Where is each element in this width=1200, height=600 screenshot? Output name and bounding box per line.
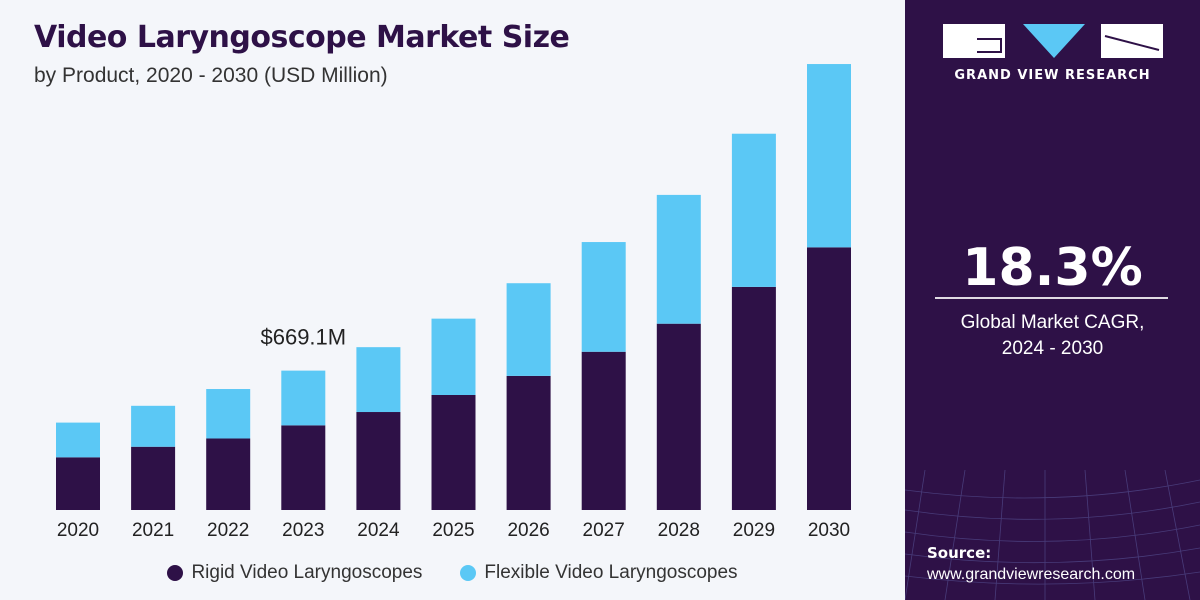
bar-flexible-2021 xyxy=(131,405,176,447)
bar-flexible-2029 xyxy=(731,133,776,287)
bar-rigid-2024 xyxy=(356,412,401,510)
legend-label-rigid: Rigid Video Laryngoscopes xyxy=(191,562,423,583)
bar-rigid-2027 xyxy=(581,351,626,510)
cagr-label: Global Market CAGR, 2024 - 2030 xyxy=(905,310,1200,362)
x-tick-label: 2022 xyxy=(207,520,249,541)
bar-flexible-2027 xyxy=(581,242,626,352)
bar-rigid-2028 xyxy=(656,323,701,510)
bar-flexible-2023 xyxy=(281,370,326,426)
x-tick-label: 2021 xyxy=(132,520,174,541)
bar-rigid-2030 xyxy=(807,247,851,510)
legend-swatch-rigid xyxy=(167,565,184,581)
bar-chart: 2020 2021 2022 2023 $669.1M 2024 2025 2026 2027 2… xyxy=(56,64,851,541)
logo-text: GRAND VIEW RESEARCH xyxy=(954,68,1151,83)
legend-item-rigid: Rigid Video Laryngoscopes xyxy=(167,562,422,584)
bar-flexible-2028 xyxy=(656,194,701,324)
chart-area: Video Laryngoscope Market Size by Produc… xyxy=(0,0,905,600)
chart-legend: Rigid Video Laryngoscopes Flexible Video… xyxy=(0,562,905,584)
bar-flexible-2030 xyxy=(807,64,851,248)
legend-item-flexible: Flexible Video Laryngoscopes xyxy=(460,562,738,584)
bar-rigid-2020 xyxy=(56,457,100,510)
cagr-label-line2: 2024 - 2030 xyxy=(1001,338,1104,359)
bar-flexible-2025 xyxy=(431,318,476,395)
legend-swatch-flexible xyxy=(460,565,477,581)
bar-rigid-2022 xyxy=(206,438,251,510)
info-panel: GRAND VIEW RESEARCH 18.3% Global Market … xyxy=(905,0,1200,600)
x-tick-label: 2023 xyxy=(282,520,324,541)
bar-rigid-2025 xyxy=(431,395,476,510)
x-tick-label: 2025 xyxy=(432,520,474,541)
bar-flexible-2024 xyxy=(356,347,401,413)
decorative-grid xyxy=(905,470,1200,600)
bar-rigid-2026 xyxy=(506,375,551,510)
bar-flexible-2022 xyxy=(206,389,251,439)
x-tick-label: 2030 xyxy=(808,520,850,541)
chart-subtitle: by Product, 2020 - 2030 (USD Million) xyxy=(34,64,388,87)
bar-rigid-2021 xyxy=(131,446,176,510)
x-tick-label: 2027 xyxy=(583,520,625,541)
cagr-label-line1: Global Market CAGR, xyxy=(960,312,1145,333)
chart-title: Video Laryngoscope Market Size xyxy=(34,20,570,55)
cagr-value: 18.3% xyxy=(962,238,1143,298)
source-label: Source: xyxy=(927,544,992,562)
source-url[interactable]: www.grandviewresearch.com xyxy=(927,566,1136,583)
bar-rigid-2029 xyxy=(731,286,776,510)
bar-flexible-2020 xyxy=(56,422,100,458)
legend-label-flexible: Flexible Video Laryngoscopes xyxy=(484,562,738,583)
x-tick-label: 2028 xyxy=(658,520,700,541)
x-tick-label: 2026 xyxy=(507,520,549,541)
bar-flexible-2026 xyxy=(506,283,551,376)
grand-view-research-logo xyxy=(943,24,1163,58)
cagr-divider xyxy=(935,297,1168,299)
bar-rigid-2023 xyxy=(281,425,326,510)
x-tick-label: 2020 xyxy=(57,520,99,541)
x-tick-label: 2029 xyxy=(733,520,775,541)
x-tick-label: 2024 xyxy=(357,520,400,541)
data-label-2023: $669.1M xyxy=(260,325,346,350)
